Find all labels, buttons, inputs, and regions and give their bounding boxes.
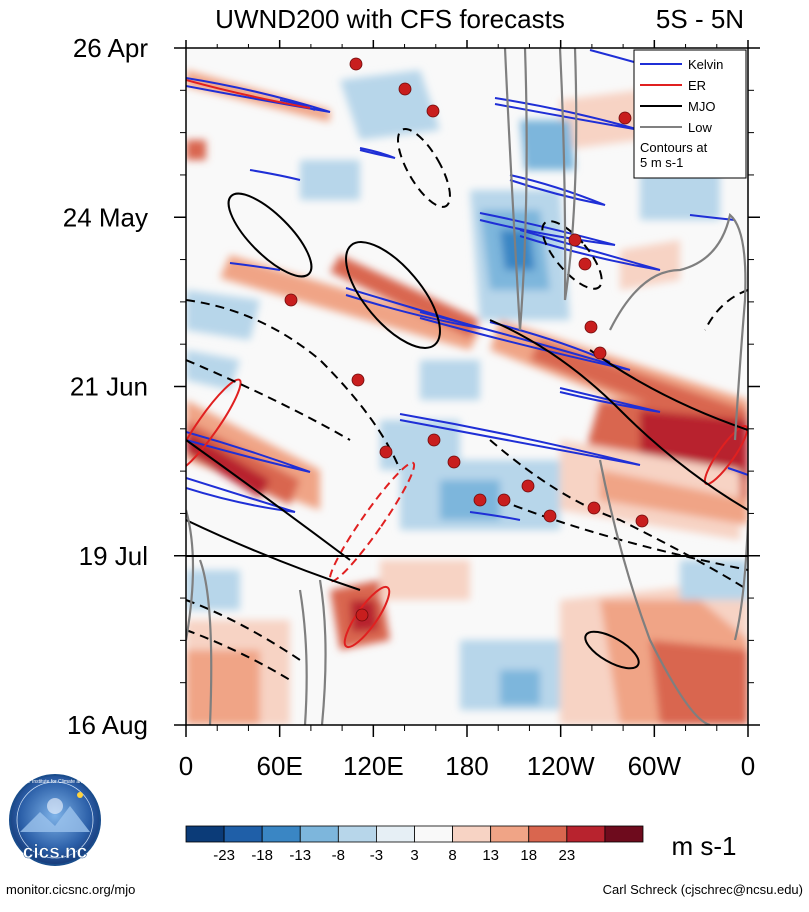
x-tick-label: 60W [628,751,682,781]
colorbar-swatch [261,825,301,843]
y-tick-label: 19 Jul [79,541,148,571]
footer-author-credit: Carl Schreck (cjschrec@ncsu.edu) [602,882,803,897]
logo-ring-text: Cooperative Institute for Climate and Sa… [4,779,107,785]
low-contours [186,48,748,725]
x-tick-label: 180 [445,751,488,781]
y-tick-label: 26 Apr [73,33,149,63]
mjo-contours [186,128,748,681]
x-tick-label: 0 [741,751,755,781]
legend-label-kelvin: Kelvin [688,57,723,72]
colorbar-tick-label: 13 [482,847,499,864]
x-tick-label: 0 [179,751,193,781]
colorbar-units: m s-1 [672,831,737,861]
colorbar-swatch [414,825,453,843]
colorbar: -23 -18 -13 -8 -3 3 8 13 18 23 [185,825,644,864]
x-tick-label: 60E [257,751,303,781]
colorbar-swatch [604,825,644,843]
axes: 0 60E 120E 180 120W 60W 0 26 Apr 24 May 21 Jun 19 … [63,33,760,781]
legend-note: 5 m s-1 [640,155,683,170]
legend-label-low: Low [688,120,712,135]
colorbar-tick-label: -18 [251,847,273,864]
colorbar-tick-label: -13 [289,847,311,864]
x-tick-label: 120E [343,751,404,781]
colorbar-swatch [299,825,339,843]
legend-label-er: ER [688,78,706,93]
kelvin-contours [186,49,748,521]
y-tick-label: 16 Aug [67,710,148,740]
colorbar-tick-label: 8 [448,847,456,864]
legend: Kelvin ER MJO Low Contours at5 m s-1 [633,49,747,179]
chart-subtitle: 5S - 5N [656,4,744,34]
y-tick-label: 24 May [63,202,148,232]
colorbar-tick-label: -3 [370,847,383,864]
footer-source-url[interactable]: monitor.cicsnc.org/mjo [6,882,136,897]
colorbar-swatch [185,825,225,843]
colorbar-swatch [566,825,606,843]
y-tick-label: 21 Jun [70,372,148,402]
colorbar-tick-label: -8 [332,847,345,864]
colorbar-swatch [452,825,492,843]
cicsnc-logo: Cooperative Institute for Climate and Sa… [4,774,107,866]
colorbar-swatch [376,825,415,843]
colorbar-tick-label: 3 [410,847,418,864]
legend-label-mjo: MJO [688,99,715,114]
colorbar-swatch [223,825,263,843]
colorbar-swatch [490,825,530,843]
colorbar-tick-label: 18 [520,847,537,864]
tropical-cyclone-markers [284,57,649,622]
legend-note: Contours at [640,140,708,155]
colorbar-swatch [337,825,377,843]
chart-title: UWND200 with CFS forecasts [215,4,565,34]
colorbar-swatch [528,825,568,843]
logo-text: cics.nc [23,842,88,863]
colorbar-tick-label: -23 [213,847,235,864]
x-tick-label: 120W [527,751,595,781]
colorbar-tick-label: 23 [558,847,575,864]
